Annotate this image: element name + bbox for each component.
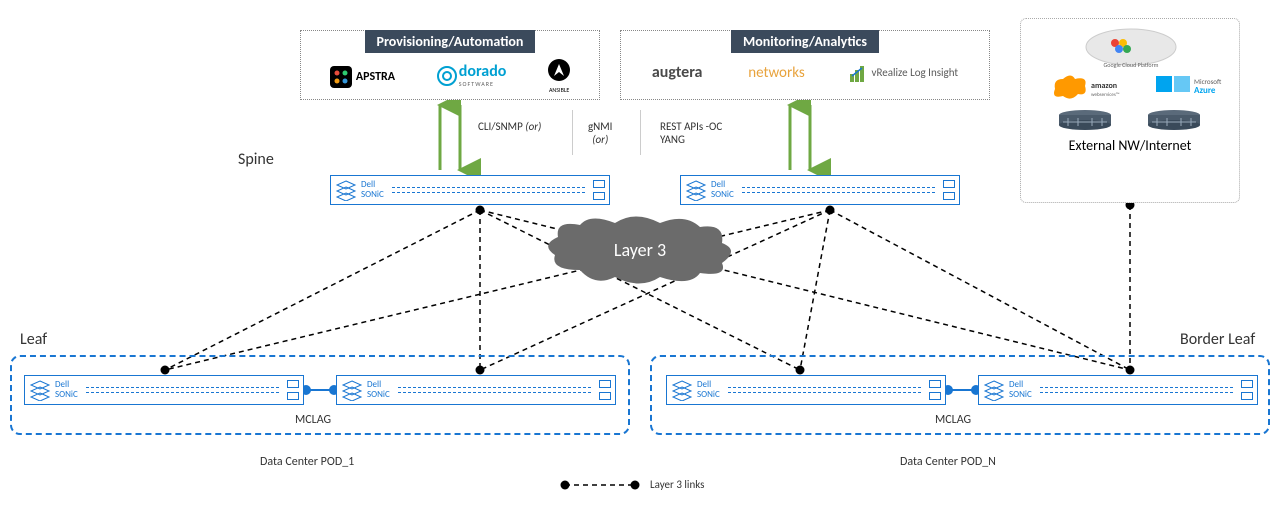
pod1-name: Data Center POD_1 (260, 455, 354, 469)
vendor-ansible: ANSIBLE (548, 59, 570, 94)
divider (640, 110, 641, 155)
layer3-cloud: Layer 3 (540, 215, 740, 290)
vrealize-icon (850, 64, 868, 82)
leaf-label: Leaf (20, 330, 47, 349)
svg-text:amazon: amazon (1091, 81, 1117, 91)
external-cloud-box: Google Cloud Platform amazonwebservices™… (1020, 18, 1240, 203)
leaf-switch-2: DellSONiC (336, 375, 616, 405)
spine-switch-2: DellSONiC (680, 175, 960, 205)
spine-label: Spine (238, 150, 274, 169)
stack-icon (29, 379, 51, 401)
stack-icon (685, 179, 707, 201)
monitoring-box: Monitoring/Analytics augtera networks vR… (620, 30, 990, 100)
label-cli: CLI/SNMP (or) (478, 120, 541, 133)
provisioning-box: Provisioning/Automation APSTRA doradoSOF… (300, 30, 600, 100)
ansible-icon (548, 59, 570, 81)
vendor-dorado: doradoSOFTWARE (437, 65, 507, 87)
stack-icon (341, 379, 363, 401)
label-gnmi: gNMI(or) (588, 120, 612, 146)
mclag-label-1: MCLAG (295, 413, 331, 427)
stack-icon (335, 179, 357, 201)
dorado-icon (437, 66, 457, 86)
vendor-vrealize: vRealize Log Insight (850, 64, 958, 82)
monitoring-title: Monitoring/Analytics (731, 30, 879, 53)
leaf-switch-1: DellSONiC (24, 375, 304, 405)
api-arrows (440, 105, 810, 170)
spine-switch-1: DellSONiC (330, 175, 610, 205)
vendor-augtera: augtera (652, 63, 703, 82)
podn-name: Data Center POD_N (900, 455, 996, 469)
svg-text:Azure: Azure (1194, 85, 1216, 96)
stack-icon (671, 379, 693, 401)
mclag-label-2: MCLAG (935, 413, 971, 427)
legend-label: Layer 3 links (650, 478, 704, 491)
vendor-apstra: APSTRA (330, 66, 395, 88)
leaf-switch-3: DellSONiC (666, 375, 946, 405)
vendor-networks: networks (748, 64, 805, 82)
svg-text:Google Cloud Platform: Google Cloud Platform (1104, 61, 1159, 69)
router-icon (1147, 109, 1202, 131)
public-clouds-icon: Google Cloud Platform amazonwebservices™… (1021, 19, 1241, 109)
external-nw-label: External NW/Internet (1021, 137, 1239, 154)
provisioning-title: Provisioning/Automation (365, 30, 536, 53)
label-rest: REST APIs -OCYANG (660, 120, 722, 146)
divider (572, 110, 573, 155)
apstra-icon (330, 66, 352, 88)
svg-text:webservices™: webservices™ (1091, 92, 1120, 98)
router-icon (1058, 109, 1113, 131)
stack-icon (983, 379, 1005, 401)
leaf-switch-4: DellSONiC (978, 375, 1258, 405)
border-leaf-label: Border Leaf (1180, 330, 1255, 349)
